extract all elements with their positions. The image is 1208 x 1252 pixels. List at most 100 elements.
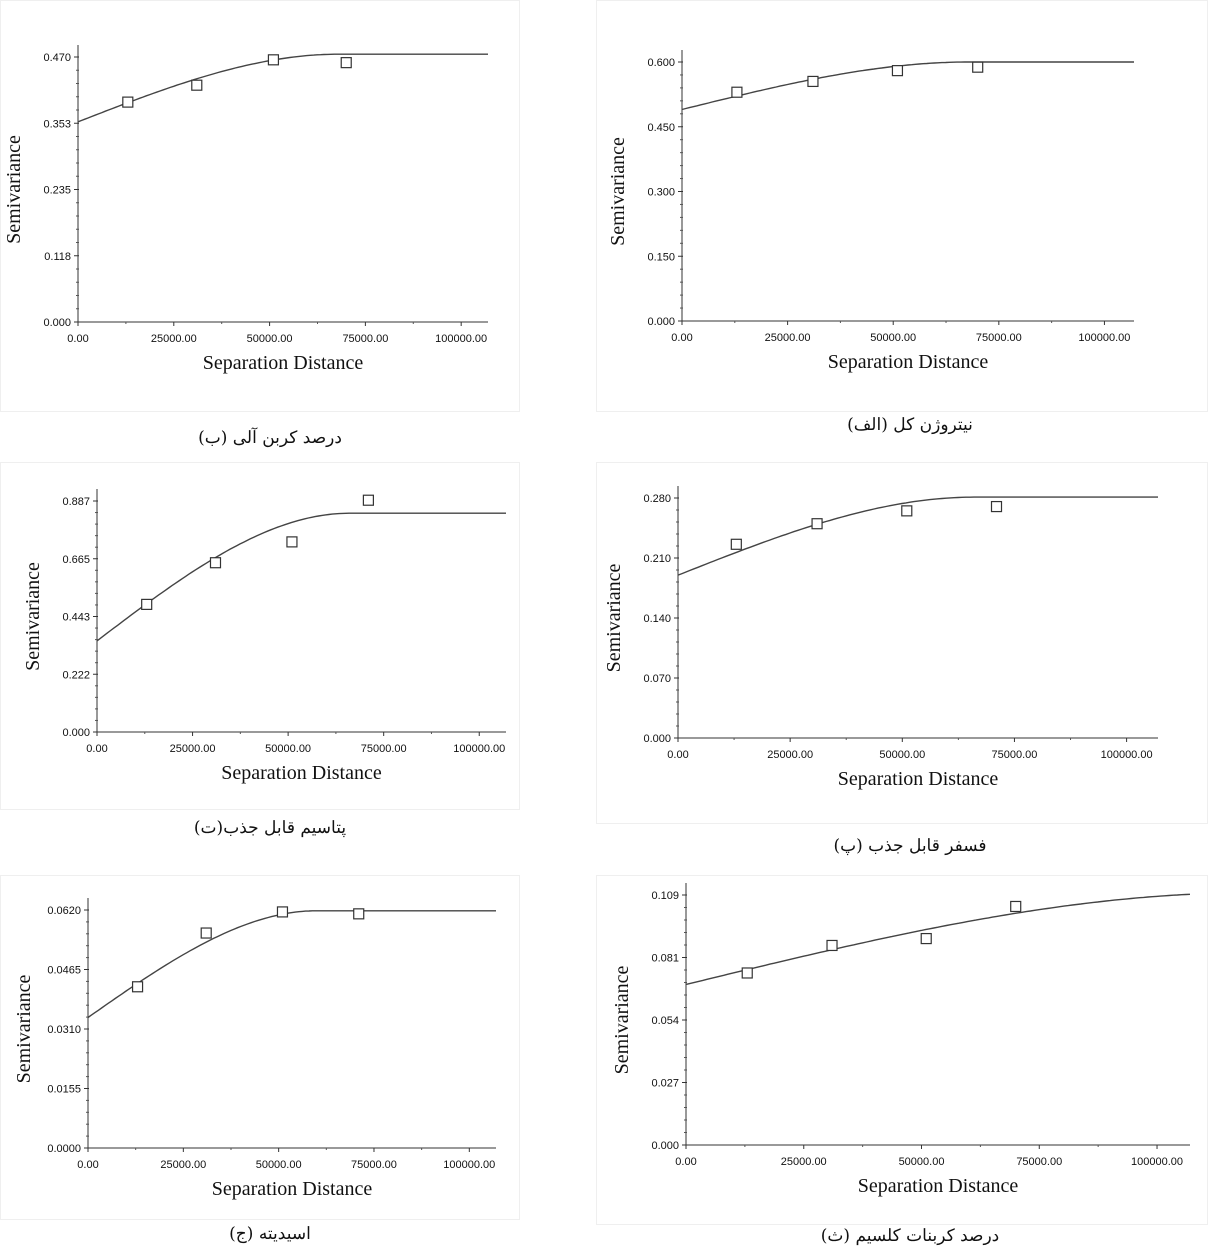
- y-axis-label: Semivariance: [3, 135, 25, 244]
- data-point: [122, 96, 134, 108]
- x-tick-label: 75000.00: [361, 743, 407, 755]
- y-tick-label: 0.109: [651, 890, 679, 902]
- data-point: [353, 908, 365, 920]
- caption-acidity: اسیدیته (ج): [229, 1224, 311, 1244]
- y-tick-label: 0.450: [647, 122, 675, 134]
- model-curve: [681, 61, 1134, 111]
- y-tick-label: 0.0620: [47, 905, 81, 917]
- x-tick-label: 50000.00: [899, 1156, 945, 1168]
- y-tick-label: 0.280: [643, 493, 671, 505]
- y-tick-label: 0.140: [643, 613, 671, 625]
- model-curve: [87, 910, 496, 1019]
- data-point: [362, 494, 374, 506]
- data-point: [811, 518, 823, 530]
- y-axis-label: Semivariance: [13, 974, 35, 1083]
- x-tick-label: 50000.00: [247, 333, 293, 345]
- y-tick-label: 0.470: [43, 52, 71, 64]
- y-tick-label: 0.070: [643, 673, 671, 685]
- y-tick-label: 0.000: [651, 1140, 679, 1152]
- y-tick-label: 0.887: [62, 496, 90, 508]
- data-point: [920, 932, 932, 945]
- model-curve: [77, 53, 488, 123]
- chart-panel-calcium-carbonate: 0.000 0.027 0.054 0.081 0.109 0.00 25000.00 500…: [596, 875, 1208, 1225]
- x-tick-label: 100000.00: [1131, 1156, 1183, 1168]
- chart-panel-organic-carbon: 0.000 0.118 0.235 0.353 0.470 0.00 25000.00 500…: [0, 0, 520, 412]
- x-tick-label: 75000.00: [342, 333, 388, 345]
- y-tick-label: 0.210: [643, 553, 671, 565]
- x-tick-label: 0.00: [675, 1156, 696, 1168]
- x-tick-label: 75000.00: [351, 1159, 397, 1171]
- data-point: [826, 939, 838, 952]
- panel-frame: [596, 875, 1208, 1225]
- semivariogram-svg: 0.000 0.150 0.300 0.450 0.600 0.00 25000.00 500…: [596, 0, 1208, 412]
- x-tick-label: 0.00: [671, 332, 692, 344]
- x-axis-label: Separation Distance: [858, 1175, 1019, 1197]
- model-curve: [677, 496, 1158, 576]
- y-tick-label: 0.0310: [47, 1024, 81, 1036]
- x-tick-label: 75000.00: [992, 749, 1038, 761]
- x-tick-label: 50000.00: [879, 749, 925, 761]
- y-tick-label: 0.300: [647, 187, 675, 199]
- x-tick-label: 25000.00: [781, 1156, 827, 1168]
- x-tick-label: 25000.00: [765, 332, 811, 344]
- x-axis-label: Separation Distance: [203, 352, 364, 374]
- y-tick-label: 0.665: [62, 554, 90, 566]
- semivariogram-svg: 0.000 0.027 0.054 0.081 0.109 0.00 25000.00 500…: [596, 875, 1208, 1225]
- data-point: [990, 500, 1003, 513]
- x-tick-label: 75000.00: [976, 332, 1022, 344]
- semivariogram-svg: 0.000 0.118 0.235 0.353 0.470 0.00 25000.00 500…: [0, 0, 520, 412]
- y-tick-label: 0.000: [643, 733, 671, 745]
- model-curve: [96, 512, 506, 642]
- chart-panel-total-nitrogen: 0.000 0.150 0.300 0.450 0.600 0.00 25000.00 500…: [596, 0, 1208, 412]
- data-point: [209, 557, 222, 569]
- semivariogram-svg: 0.0000 0.0155 0.0310 0.0465 0.0620 0.00 25000.…: [0, 875, 520, 1220]
- x-tick-label: 25000.00: [160, 1159, 206, 1171]
- data-point: [340, 57, 352, 69]
- caption-calcium-carbonate: درصد کربنات کلسیم (ث): [820, 1226, 1000, 1246]
- x-tick-label: 25000.00: [767, 749, 813, 761]
- panel-frame: [0, 875, 520, 1220]
- y-tick-label: 0.000: [62, 727, 90, 739]
- y-tick-label: 0.0155: [47, 1084, 81, 1096]
- chart-panel-potassium: 0.000 0.222 0.443 0.665 0.887 0.00 25000.00 500…: [0, 462, 520, 810]
- x-tick-label: 100000.00: [1101, 749, 1153, 761]
- y-tick-label: 0.027: [651, 1078, 679, 1090]
- y-tick-label: 0.600: [647, 57, 675, 69]
- data-point: [807, 75, 819, 88]
- x-axis-label: Separation Distance: [838, 768, 999, 790]
- caption-phosphorus: فسفر قابل جذب (پ): [833, 836, 987, 856]
- x-tick-label: 50000.00: [870, 332, 916, 344]
- semivariogram-svg: 0.000 0.222 0.443 0.665 0.887 0.00 25000.00 500…: [0, 462, 520, 810]
- caption-potassium: پتاسیم قابل جذب(ت): [193, 818, 347, 838]
- y-tick-label: 0.235: [43, 185, 71, 197]
- y-tick-label: 0.0000: [47, 1143, 81, 1155]
- panel-frame: [0, 0, 520, 412]
- x-tick-label: 0.00: [667, 749, 688, 761]
- chart-panel-acidity: 0.0000 0.0155 0.0310 0.0465 0.0620 0.00 25000.…: [0, 875, 520, 1220]
- x-tick-label: 100000.00: [443, 1159, 495, 1171]
- x-tick-label: 50000.00: [265, 743, 311, 755]
- y-axis-label: Semivariance: [607, 137, 629, 246]
- caption-total-nitrogen: نیتروژن کل (الف): [847, 415, 973, 435]
- data-point: [276, 906, 289, 918]
- data-point: [730, 538, 742, 550]
- data-point: [141, 598, 153, 610]
- x-tick-label: 0.00: [86, 743, 107, 755]
- data-point: [191, 79, 203, 91]
- data-point: [731, 86, 743, 98]
- data-point: [200, 927, 212, 939]
- x-axis-label: Separation Distance: [828, 351, 989, 373]
- data-point: [741, 967, 753, 979]
- y-tick-label: 0.000: [43, 317, 71, 329]
- x-tick-label: 25000.00: [151, 333, 197, 345]
- x-tick-label: 100000.00: [435, 333, 487, 345]
- y-tick-label: 0.0465: [47, 965, 81, 977]
- y-axis-label: Semivariance: [22, 562, 44, 671]
- y-tick-label: 0.222: [62, 669, 90, 681]
- model-curve: [685, 893, 1191, 986]
- x-tick-label: 50000.00: [256, 1159, 302, 1171]
- x-axis-label: Separation Distance: [221, 762, 382, 784]
- data-point: [891, 65, 904, 77]
- data-point: [286, 536, 298, 548]
- x-tick-label: 75000.00: [1016, 1156, 1062, 1168]
